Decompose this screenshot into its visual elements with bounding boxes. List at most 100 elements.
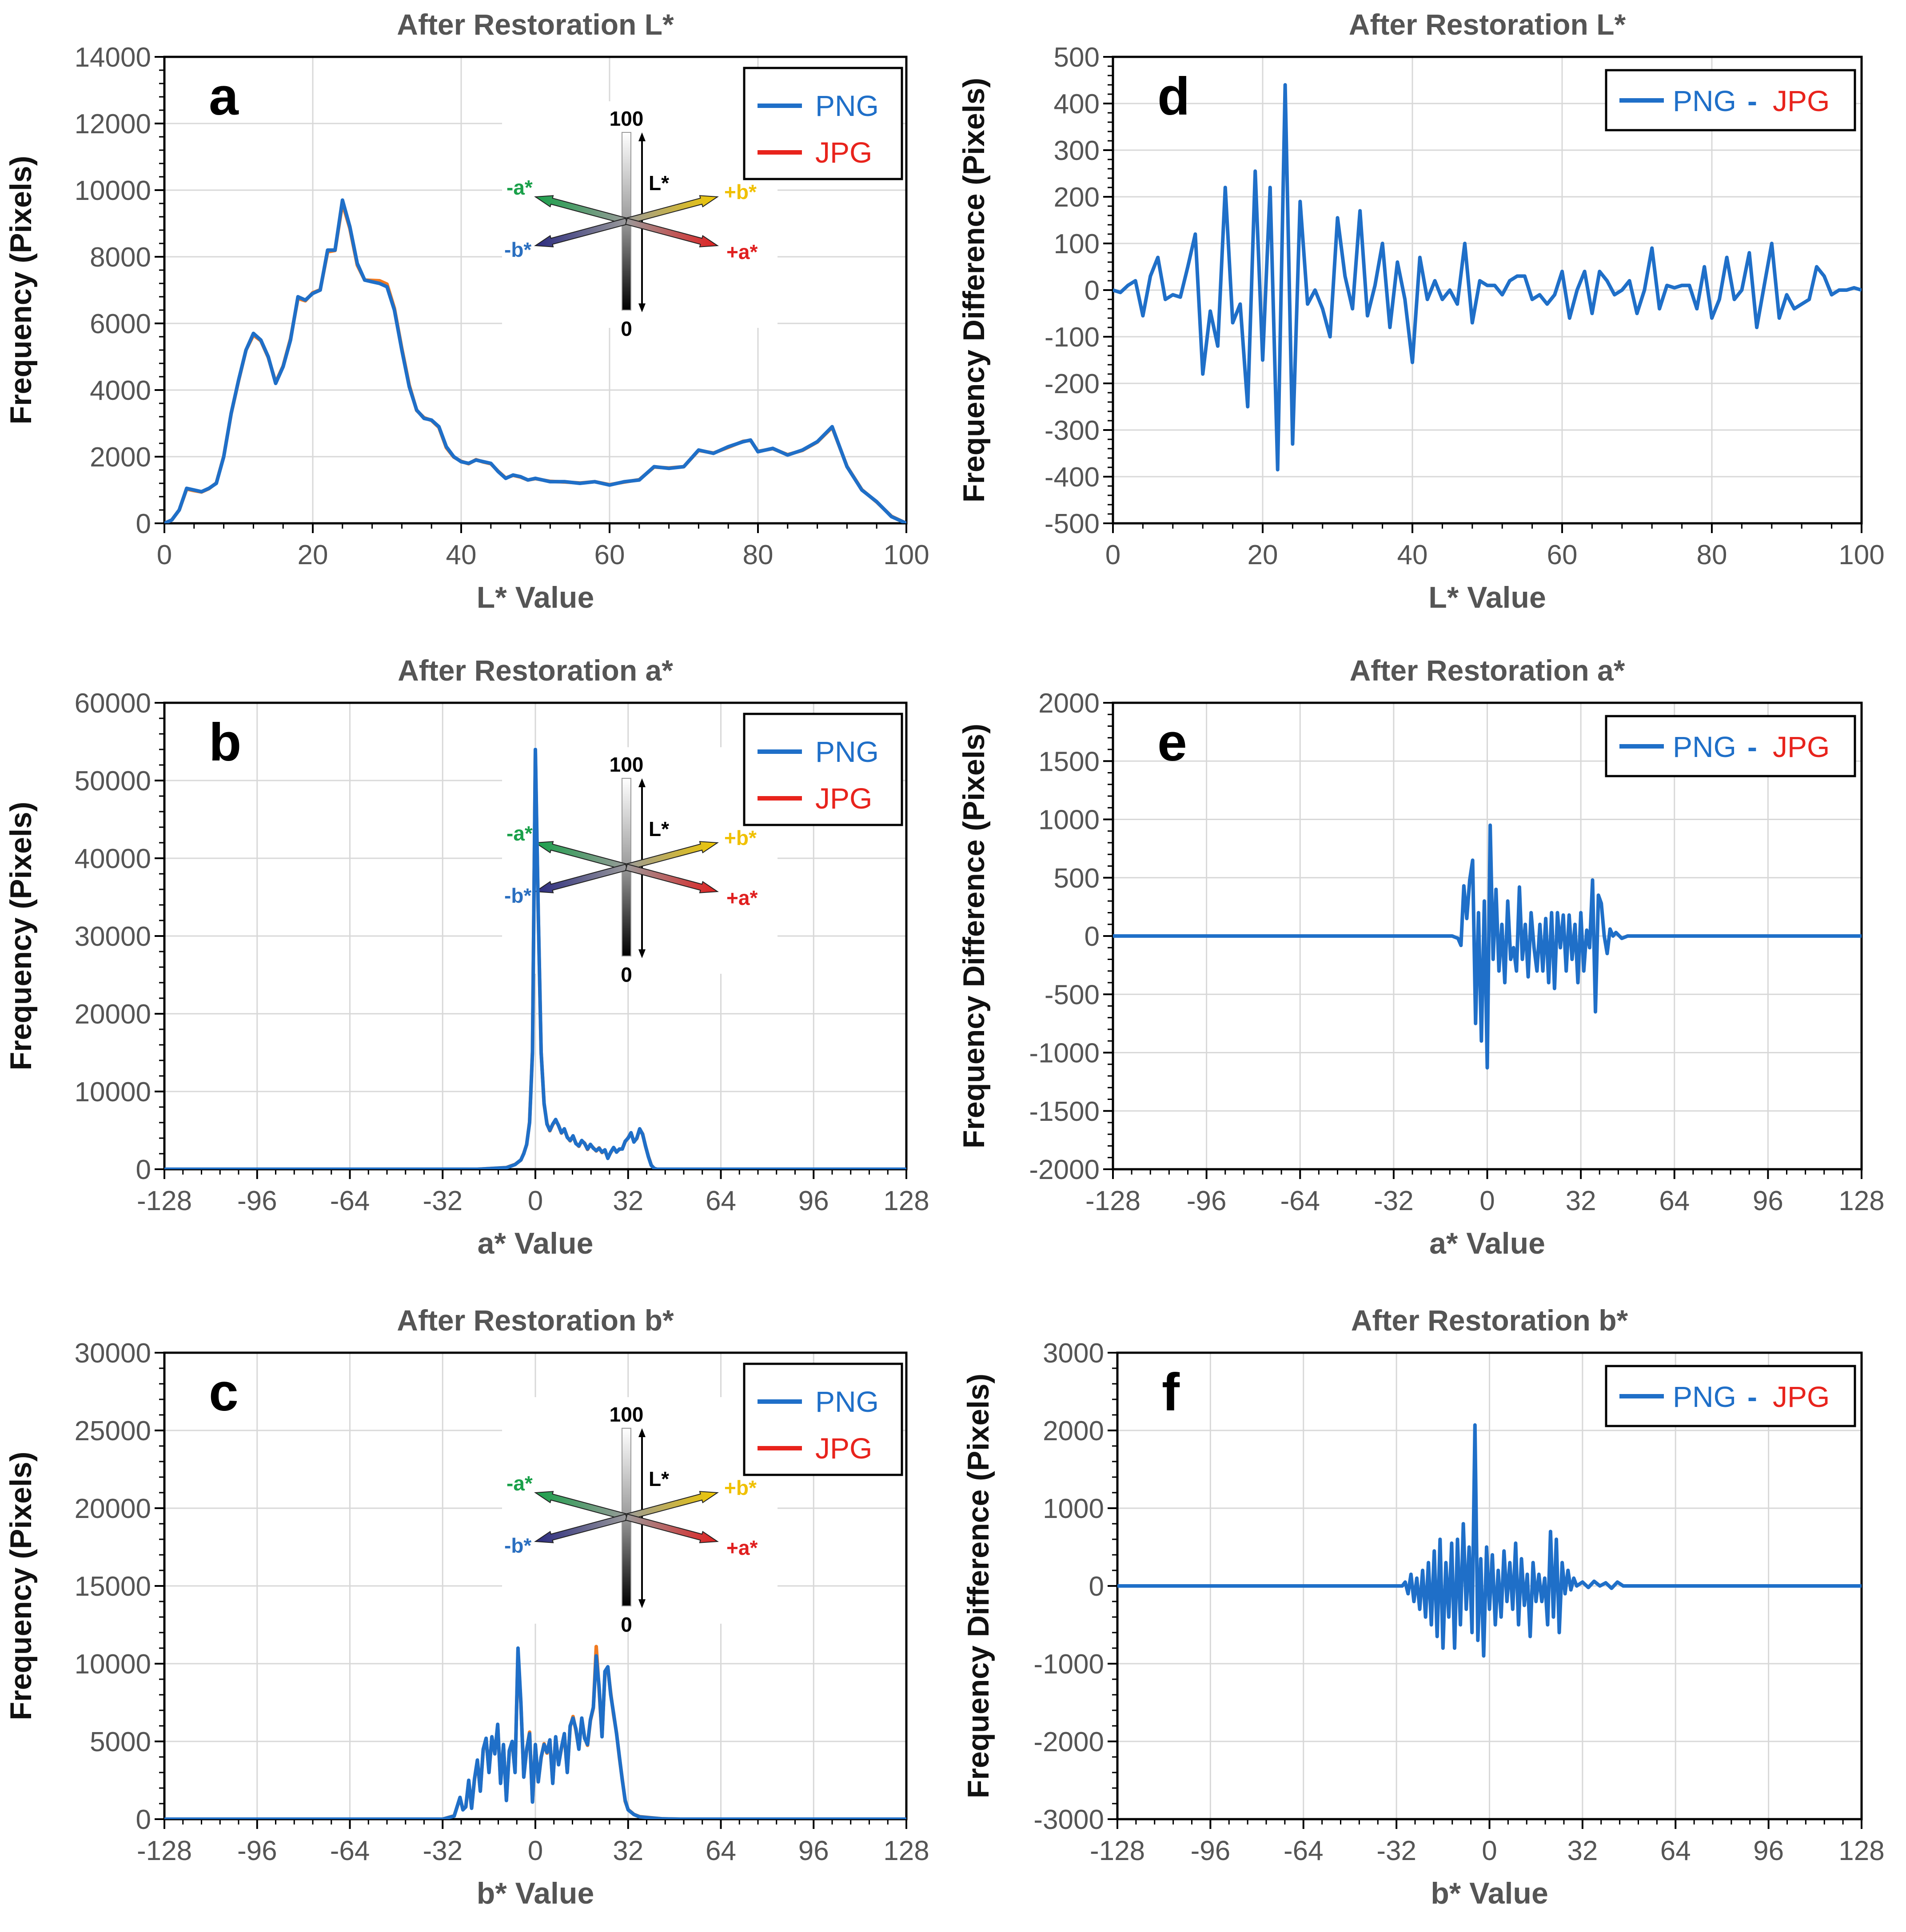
y-tick-label: -100 [1045,322,1100,353]
y-tick-label: 10000 [75,175,151,206]
y-tick-label: 0 [1085,275,1100,306]
plus-b-arrow [625,195,719,225]
x-axis-label: a* Value [1429,1227,1545,1260]
y-tick-label: 0 [136,1155,151,1185]
minus-a-arrow [534,195,628,225]
x-axis-label: L* Value [1428,581,1546,614]
inset-label-minus-b: -b* [504,238,531,261]
y-tick-label: -1000 [1029,1038,1100,1069]
y-axis-label: Frequency Difference (Pixels) [957,724,991,1148]
x-tick-label: 20 [298,540,328,570]
legend-png-label: PNG [1673,1380,1736,1413]
inset-label-plus-a: +a* [726,886,758,909]
y-tick-label: 0 [136,1805,151,1835]
legend-jpg-label: JPG [815,136,872,169]
minus-b-arrow [534,864,628,893]
inset-label-minus-b: -b* [504,1534,531,1557]
y-tick-label: 30000 [75,921,151,952]
legend: PNG - JPG [1605,1365,1856,1427]
x-tick-label: 128 [1838,1186,1884,1216]
lab-colorspace-inset: 100 0 L* -a* +b* -b* +a* [502,1397,778,1636]
x-tick-label: -128 [1090,1836,1145,1866]
plus-a-arrow [625,1514,719,1543]
y-tick-label: 500 [1054,863,1100,894]
minus-b-arrow [534,1514,628,1543]
x-tick-label: 0 [1479,1186,1495,1216]
legend-jpg-label: JPG [815,782,872,815]
y-axis-label: Frequency (Pixels) [4,802,38,1071]
y-tick-label: 8000 [90,242,151,273]
inset-label-0: 0 [621,963,632,986]
x-tick-label: -64 [330,1186,370,1216]
x-tick-label: 60 [594,540,625,570]
legend: PNG JPG [743,67,903,180]
y-tick-label: 50000 [75,766,151,797]
minus-a-arrow [534,841,628,871]
legend-png-label: PNG [1673,84,1736,117]
legend-jpg-label: JPG [1773,730,1830,763]
y-axis-label: Frequency (Pixels) [4,156,38,425]
y-tick-label: 2000 [1043,1416,1104,1446]
y-tick-label: 2000 [90,442,151,473]
inset-label-minus-a: -a* [506,176,533,199]
y-tick-label: -2000 [1029,1155,1100,1185]
x-tick-label: 32 [1567,1836,1598,1866]
legend-minus-sign: - [1747,730,1757,763]
inset-label-100: 100 [610,1403,644,1426]
x-tick-label: 32 [613,1186,643,1216]
y-tick-label: 1000 [1038,805,1100,836]
y-tick-label: -1000 [1033,1649,1104,1680]
inset-label-plus-b: +b* [724,826,757,849]
inset-label-minus-a: -a* [506,822,533,845]
panel-letter: c [209,1362,239,1422]
y-tick-label: 30000 [75,1338,151,1369]
chart-panel-a: 0 2000 4000 6000 8000 10000 12000 14000 0 20 40 60 8… [4,8,929,614]
x-axis-label: a* Value [478,1227,594,1260]
x-tick-label: 32 [613,1836,643,1866]
legend: PNG - JPG [1605,69,1856,131]
y-tick-label: -1500 [1029,1096,1100,1127]
y-tick-label: 5000 [90,1727,151,1757]
y-tick-label: 0 [136,509,151,539]
inset-label-plus-b: +b* [724,180,757,203]
y-tick-label: 14000 [75,42,151,73]
x-tick-label: 100 [1838,540,1884,570]
y-tick-label: 1500 [1038,746,1100,777]
x-tick-label: 96 [1753,1836,1784,1866]
series-line-png [164,198,906,523]
y-tick-label: 10000 [75,1649,151,1680]
x-tick-label: 80 [1697,540,1727,570]
x-tick-label: -128 [1085,1186,1140,1216]
x-tick-label: 20 [1248,540,1278,570]
x-tick-label: 128 [883,1186,929,1216]
inset-label-minus-a: -a* [506,1472,533,1495]
x-tick-label: 64 [1659,1186,1690,1216]
minus-a-arrow [534,1491,628,1521]
x-tick-label: -32 [1376,1836,1416,1866]
x-tick-label: 64 [706,1836,736,1866]
y-tick-label: 12000 [75,109,151,139]
legend-box [1605,1365,1856,1427]
chart-title: After Restoration b* [397,1304,674,1337]
panel-letter: d [1157,67,1190,126]
y-tick-label: -500 [1045,980,1100,1010]
x-tick-label: 96 [1753,1186,1783,1216]
y-tick-label: 40000 [75,844,151,874]
x-tick-label: 40 [1397,540,1428,570]
legend: PNG JPG [743,1362,903,1476]
plot-frame [163,56,908,525]
inset-label-l: L* [649,1467,669,1490]
y-tick-label: -300 [1045,415,1100,446]
x-tick-label: -32 [423,1186,463,1216]
y-tick-label: -200 [1045,369,1100,399]
y-axis-label: Frequency Difference (Pixels) [957,78,991,502]
legend-minus-sign: - [1747,1380,1757,1413]
legend-png-label: PNG [815,1385,879,1418]
legend: PNG - JPG [1605,715,1856,777]
y-tick-label: 4000 [90,375,151,406]
plus-b-arrow [625,1491,719,1521]
inset-label-plus-a: +a* [726,1536,758,1559]
x-tick-label: 0 [1482,1836,1497,1866]
